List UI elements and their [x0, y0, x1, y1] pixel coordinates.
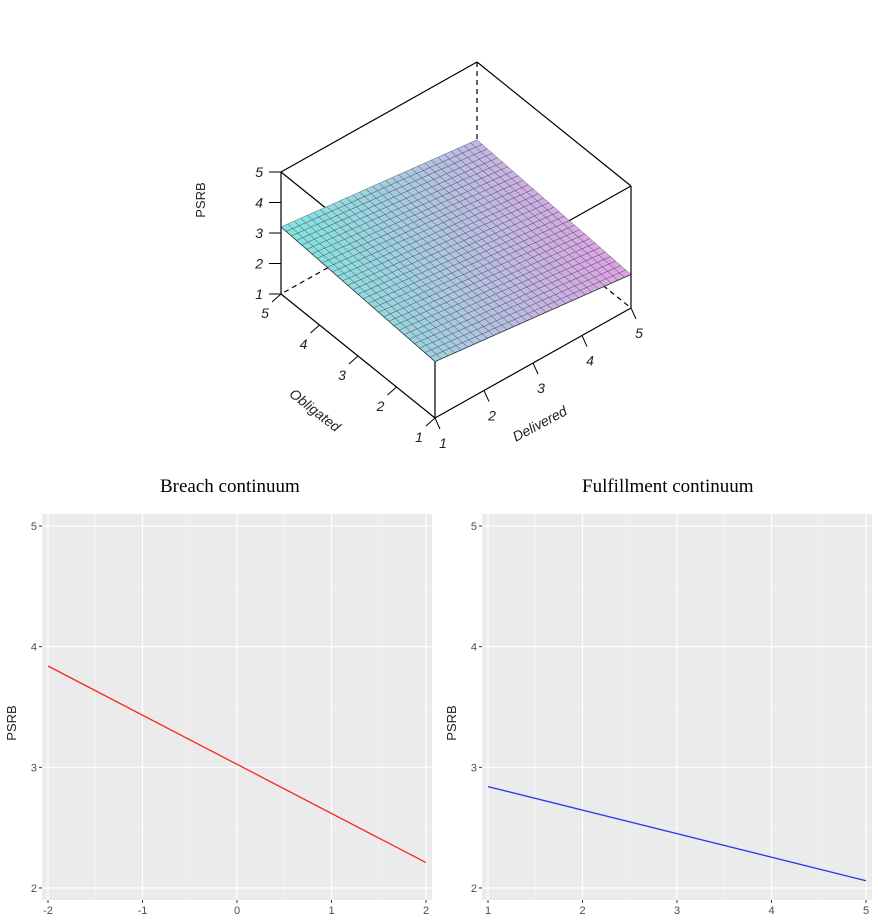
x-tick-label: 4	[768, 905, 774, 917]
y-tick-label: 5	[31, 521, 37, 533]
y-axis-title: Delivered	[510, 402, 571, 444]
obligated-tick	[387, 386, 397, 396]
z-tick-label: 1	[255, 286, 263, 302]
x-tick-label: 2	[423, 905, 429, 917]
fulfillment-chart-title: Fulfillment continuum	[582, 476, 754, 497]
y-tick-label: 2	[31, 883, 37, 895]
surface-plot: 1 2 3 4 5 1 2 3 4 5 1 2 3 4 5 PSRB Obligated Delivered	[193, 61, 643, 451]
y-tick-label: 4	[471, 642, 477, 654]
y-tick-label: 3	[31, 762, 37, 774]
x-tick-label: 5	[863, 905, 869, 917]
delivered-tick	[630, 307, 637, 320]
delivered-tick-label: 4	[586, 353, 594, 369]
y-tick-label: 2	[471, 883, 477, 895]
x-tick-label: -1	[138, 905, 148, 917]
box-edge	[476, 61, 632, 187]
breach-y-axis-title: PSRB	[4, 705, 19, 740]
delivered-tick	[581, 335, 588, 347]
y-tick-label: 4	[31, 642, 37, 654]
obligated-tick	[425, 417, 436, 427]
obligated-tick-label: 1	[415, 429, 423, 445]
z-tick-label: 2	[254, 256, 263, 272]
obligated-tick-label: 2	[376, 398, 385, 414]
delivered-tick	[483, 390, 490, 402]
delivered-tick-label: 3	[537, 380, 545, 396]
delivered-tick-label: 1	[439, 435, 447, 451]
z-tick-label: 5	[255, 164, 263, 180]
y-tick-label: 5	[471, 521, 477, 533]
surface-edge	[434, 274, 632, 362]
x-tick-label: 0	[234, 905, 240, 917]
box-edge	[280, 61, 478, 173]
breach-chart: PSRB -2 -1 0 1 2 2 3 4 5	[4, 514, 432, 917]
obligated-tick	[348, 355, 359, 365]
y-tick-label: 3	[471, 762, 477, 774]
series-line	[47, 665, 427, 864]
breach-chart-title: Breach continuum	[160, 476, 300, 497]
x-tick-label: 3	[674, 905, 680, 917]
obligated-tick	[310, 324, 320, 334]
surface-mesh	[280, 139, 632, 362]
x-tick-label: 1	[328, 905, 334, 917]
delivered-tick	[532, 362, 539, 375]
obligated-tick-label: 5	[261, 305, 269, 321]
x-tick-label: 2	[579, 905, 585, 917]
fulfillment-y-axis-title: PSRB	[444, 705, 459, 740]
surface-cell	[470, 139, 483, 148]
surface-edge	[280, 226, 436, 362]
z-tick-label: 4	[255, 195, 263, 211]
delivered-tick-label: 2	[487, 408, 496, 424]
delivered-tick	[434, 417, 441, 430]
obligated-tick-label: 3	[338, 367, 346, 383]
x-tick-label: -2	[43, 905, 53, 917]
series-line	[487, 785, 867, 882]
obligated-tick	[271, 293, 282, 303]
delivered-tick-label: 5	[635, 325, 643, 341]
z-tick-label: 3	[255, 225, 263, 241]
obligated-tick-label: 4	[300, 336, 308, 352]
z-axis-title: PSRB	[193, 182, 208, 217]
surface-axes: 1 2 3 4 5 1 2 3 4 5 1 2 3 4 5	[254, 164, 643, 451]
x-axis-title: Obligated	[287, 385, 345, 435]
box-edge-hidden	[476, 183, 632, 309]
x-tick-label: 1	[485, 905, 491, 917]
